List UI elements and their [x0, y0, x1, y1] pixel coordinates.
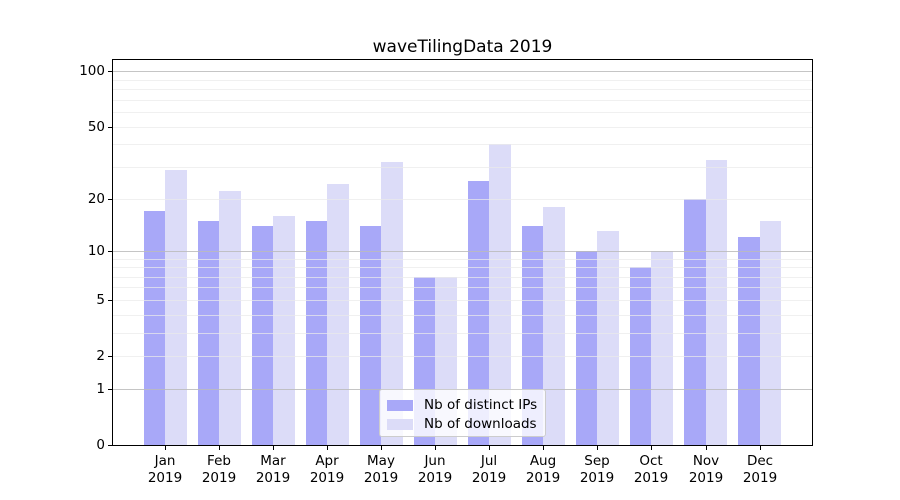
legend-entry-distinct-ips: Nb of distinct IPs — [380, 396, 545, 414]
x-tick-mark — [273, 446, 274, 450]
gridline-minor-70 — [113, 100, 812, 101]
y-tick-label: 10 — [87, 243, 105, 259]
y-tick-label: 5 — [96, 292, 105, 308]
bar-apr-downloads — [327, 184, 349, 445]
x-tick-mark — [381, 446, 382, 450]
y-tick-mark — [108, 300, 112, 301]
x-tick-label-feb: Feb 2019 — [201, 453, 237, 486]
bar-jan-downloads — [165, 169, 187, 445]
bar-dec-distinct-ips — [738, 237, 760, 445]
gridline-major-10 — [113, 251, 812, 252]
gridline-minor-7 — [113, 277, 812, 278]
bar-may-downloads — [381, 161, 403, 445]
gridline-minor-40 — [113, 144, 812, 145]
bar-nov-distinct-ips — [684, 198, 706, 445]
x-tick-mark — [597, 446, 598, 450]
gridline-minor-5 — [113, 300, 812, 301]
x-tick-label-dec: Dec 2019 — [742, 453, 778, 486]
bar-aug-downloads — [543, 206, 565, 445]
x-tick-label-oct: Oct 2019 — [633, 453, 669, 486]
bar-feb-downloads — [219, 191, 241, 445]
x-tick-mark — [489, 446, 490, 450]
legend-label-downloads: Nb of downloads — [424, 416, 537, 432]
y-tick-mark — [108, 356, 112, 357]
gridline-minor-3 — [113, 333, 812, 334]
x-tick-label-apr: Apr 2019 — [309, 453, 345, 486]
bar-feb-distinct-ips — [197, 220, 220, 445]
y-tick-mark — [108, 199, 112, 200]
bar-jul-downloads — [489, 144, 511, 445]
chart-title: waveTilingData 2019 — [372, 37, 553, 57]
bar-sep-downloads — [597, 231, 619, 445]
x-tick-mark — [435, 446, 436, 450]
x-tick-mark — [651, 446, 652, 450]
bar-dec-downloads — [759, 220, 782, 445]
x-tick-mark — [543, 446, 544, 450]
bar-jan-distinct-ips — [143, 211, 165, 445]
legend-label-distinct-ips: Nb of distinct IPs — [424, 397, 538, 413]
gridline-minor-30 — [113, 167, 812, 168]
x-tick-label-jun: Jun 2019 — [417, 453, 453, 486]
x-tick-mark — [327, 446, 328, 450]
y-tick-mark — [108, 445, 112, 446]
x-tick-mark — [219, 446, 220, 450]
x-tick-mark — [760, 446, 761, 450]
gridline-major-100 — [113, 71, 812, 72]
legend: Nb of distinct IPs Nb of downloads — [379, 389, 546, 437]
gridline-minor-4 — [113, 315, 812, 316]
bar-apr-distinct-ips — [305, 220, 328, 445]
y-tick-label: 0 — [96, 437, 105, 453]
legend-swatch-distinct-ips — [387, 399, 413, 411]
y-tick-label: 1 — [96, 381, 105, 397]
gridline-minor-20 — [113, 199, 812, 200]
y-tick-mark — [108, 251, 112, 252]
y-tick-label: 50 — [87, 119, 105, 135]
bar-nov-downloads — [705, 159, 727, 445]
gridline-minor-6 — [113, 287, 812, 288]
gridline-minor-9 — [113, 259, 812, 260]
gridline-minor-2 — [113, 356, 812, 357]
y-tick-label: 20 — [87, 191, 105, 207]
x-tick-mark — [706, 446, 707, 450]
grid-layer — [113, 60, 812, 445]
gridline-minor-50 — [113, 127, 812, 128]
y-tick-label: 2 — [96, 348, 105, 364]
x-tick-label-sep: Sep 2019 — [579, 453, 615, 486]
x-tick-label-jan: Jan 2019 — [147, 453, 183, 486]
y-tick-label: 100 — [79, 63, 105, 79]
x-tick-label-mar: Mar 2019 — [255, 453, 291, 486]
y-tick-mark — [108, 127, 112, 128]
legend-entry-downloads: Nb of downloads — [380, 415, 545, 433]
bar-sep-distinct-ips — [575, 250, 598, 445]
bar-mar-distinct-ips — [251, 225, 274, 445]
bar-may-distinct-ips — [359, 225, 382, 445]
plot-area — [112, 59, 813, 446]
gridline-minor-60 — [113, 112, 812, 113]
x-tick-label-jul: Jul 2019 — [471, 453, 507, 486]
x-tick-label-aug: Aug 2019 — [525, 453, 561, 486]
gridline-minor-80 — [113, 89, 812, 90]
y-tick-mark — [108, 71, 112, 72]
y-tick-mark — [108, 389, 112, 390]
bar-mar-downloads — [273, 215, 295, 445]
x-tick-label-nov: Nov 2019 — [688, 453, 724, 486]
bar-jul-distinct-ips — [467, 181, 490, 445]
gridline-minor-90 — [113, 80, 812, 81]
legend-swatch-downloads — [387, 418, 413, 430]
x-tick-mark — [165, 446, 166, 450]
gridline-minor-8 — [113, 267, 812, 268]
x-tick-label-may: May 2019 — [363, 453, 399, 486]
bar-oct-downloads — [651, 250, 673, 445]
